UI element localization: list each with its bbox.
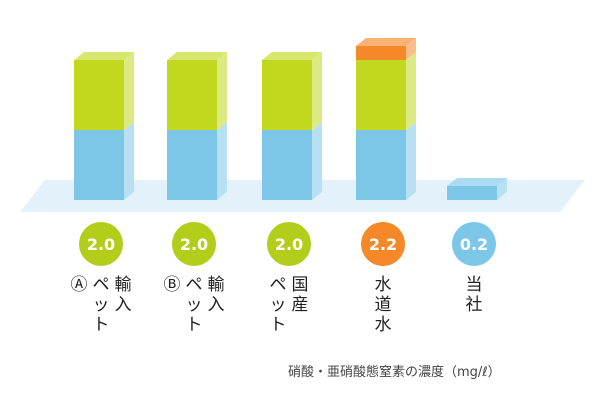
bar-2-seg-1-side [312,52,322,130]
category-label-0-line-1: ペット [92,275,110,335]
bar-2-seg-0 [262,130,312,200]
value-badge-3: 2.2 [361,222,405,266]
bar-2-top [262,52,322,60]
unit-note: 硝酸・亜硝酸態窒素の濃度（mg/ℓ） [288,365,501,380]
category-label-4: 当社 [464,275,484,355]
bar-4-top [447,178,507,186]
bar-3-seg-0-side [406,122,416,200]
category-label-3: 水道水 [373,275,393,355]
value-badge-4: 0.2 [452,222,496,266]
bar-0-top [74,52,134,60]
category-label-0-line-0: 輸入 [114,275,132,315]
bar-1-seg-0 [167,130,217,200]
bar-1-top [167,52,227,60]
category-label-3-line-0: 水道水 [374,275,392,335]
bar-0-seg-0 [74,130,124,200]
bar-3-top [356,38,416,46]
category-label-1-line-1: ペット [185,275,203,335]
bar-0-seg-0-side [124,122,134,200]
category-label-1-line-0: 輸入 [207,275,225,315]
value-badge-1: 2.0 [172,222,216,266]
value-badge-0: 2.0 [79,222,123,266]
bar-4-seg-0-side [497,178,507,200]
bar-2-seg-1 [262,60,312,130]
bar-3-seg-0 [356,130,406,200]
category-label-2-line-1: ペット [269,275,287,335]
category-label-0: 輸入ペット Ⓐ [69,275,133,355]
category-label-1: 輸入ペット Ⓑ [162,275,226,355]
bar-3-seg-1-side [406,52,416,130]
bar-4-seg-0 [447,186,497,200]
bar-3-seg-1 [356,60,406,130]
category-label-4-line-0: 当社 [465,275,483,315]
bar-3-seg-2 [356,46,406,60]
bar-1-seg-1 [167,60,217,130]
bar-0-seg-1 [74,60,124,130]
bar-3-seg-2-side [406,38,416,60]
bar-0-seg-1-side [124,52,134,130]
category-label-2: 国産ペット [268,275,310,355]
bar-1-seg-0-side [217,122,227,200]
bar-1-seg-1-side [217,52,227,130]
category-label-2-line-0: 国産 [291,275,309,315]
value-badge-2: 2.0 [267,222,311,266]
category-label-0-line-2: Ⓐ [70,275,88,295]
category-label-1-line-2: Ⓑ [163,275,181,295]
bar-2-seg-0-side [312,122,322,200]
